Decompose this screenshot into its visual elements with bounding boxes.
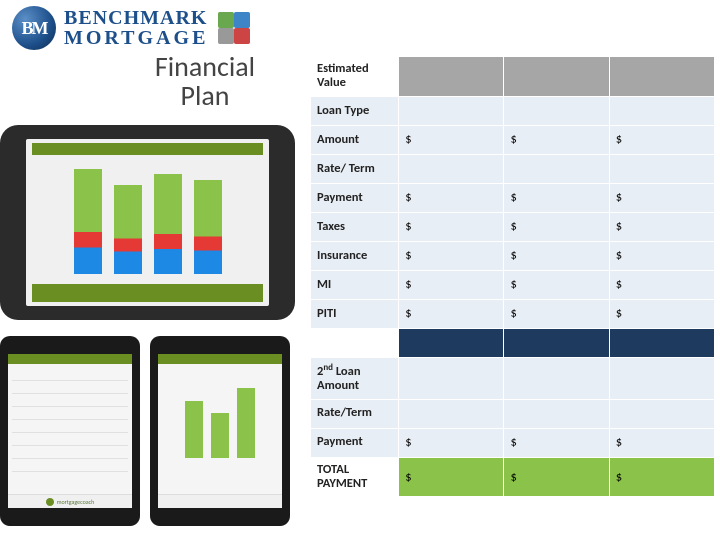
label-rate-term: Rate/ Term xyxy=(311,154,399,183)
cell xyxy=(399,96,504,125)
cell: $ xyxy=(609,457,714,497)
cell: $ xyxy=(504,212,609,241)
label-rate-term-2: Rate/Term xyxy=(311,399,399,428)
cell xyxy=(609,57,714,97)
cell xyxy=(609,399,714,428)
page-title: Financial Plan xyxy=(130,52,280,111)
tablet-bar-chart xyxy=(32,163,263,284)
row-piti: PITI $ $ $ xyxy=(311,299,715,328)
cell xyxy=(609,328,714,357)
row-payment-2: Payment $ $ $ xyxy=(311,428,715,457)
phone-mockup-2 xyxy=(150,336,290,526)
tablet-screen xyxy=(26,139,269,306)
label-taxes: Taxes xyxy=(311,212,399,241)
cell: $ xyxy=(504,125,609,154)
label-piti: PITI xyxy=(311,299,399,328)
footer-brand-text: mortgagecoach xyxy=(57,498,95,506)
label-amount: Amount xyxy=(311,125,399,154)
row-rate-term: Rate/ Term xyxy=(311,154,715,183)
logo: BM BENCHMARK MORTGAGE xyxy=(12,6,252,50)
cell: $ xyxy=(609,241,714,270)
label-payment-2: Payment xyxy=(311,428,399,457)
cell: $ xyxy=(399,212,504,241)
logo-text: BENCHMARK MORTGAGE xyxy=(64,8,208,48)
cell: $ xyxy=(609,270,714,299)
logo-badge: BM xyxy=(12,6,56,50)
cell: $ xyxy=(399,183,504,212)
phone-mockup-1: mortgagecoach xyxy=(0,336,140,526)
cell: $ xyxy=(609,125,714,154)
phone-footer-brand: mortgagecoach xyxy=(8,494,132,508)
tablet-screen-footer xyxy=(32,284,263,302)
phone-bar-chart xyxy=(162,368,278,458)
cell xyxy=(504,57,609,97)
logo-line-1: BENCHMARK xyxy=(64,8,208,28)
cell: $ xyxy=(609,428,714,457)
tablet-mockup xyxy=(0,125,295,320)
label-spacer xyxy=(311,328,399,357)
cell: $ xyxy=(399,270,504,299)
cell: $ xyxy=(399,241,504,270)
row-estimated-value: Estimated Value xyxy=(311,57,715,97)
puzzle-icon xyxy=(216,10,252,46)
cell xyxy=(504,96,609,125)
cell: $ xyxy=(399,457,504,497)
cell xyxy=(609,96,714,125)
label-second-loan: 2nd Loan Amount xyxy=(311,357,399,399)
row-payment: Payment $ $ $ xyxy=(311,183,715,212)
row-insurance: Insurance $ $ $ xyxy=(311,241,715,270)
cell xyxy=(399,328,504,357)
cell: $ xyxy=(504,270,609,299)
label-total-payment: TOTAL PAYMENT xyxy=(311,457,399,497)
cell xyxy=(609,357,714,399)
row-rate-term-2: Rate/Term xyxy=(311,399,715,428)
cell: $ xyxy=(609,212,714,241)
cell: $ xyxy=(399,125,504,154)
cell xyxy=(504,357,609,399)
cell: $ xyxy=(504,457,609,497)
device-mockups: mortgagecoach xyxy=(0,125,305,526)
cell xyxy=(399,399,504,428)
label-payment: Payment xyxy=(311,183,399,212)
cell xyxy=(504,328,609,357)
label-loan-type: Loan Type xyxy=(311,96,399,125)
title-line-2: Plan xyxy=(180,78,229,113)
cell: $ xyxy=(504,299,609,328)
logo-line-2: MORTGAGE xyxy=(64,28,208,48)
cell: $ xyxy=(609,183,714,212)
label-mi: MI xyxy=(311,270,399,299)
cell xyxy=(609,154,714,183)
label-estimated-value: Estimated Value xyxy=(311,57,399,97)
financial-table: Estimated Value Loan Type Amount $ $ $ R… xyxy=(310,56,715,497)
cell xyxy=(504,154,609,183)
cell xyxy=(399,154,504,183)
cell xyxy=(399,57,504,97)
row-amount: Amount $ $ $ xyxy=(311,125,715,154)
cell: $ xyxy=(504,241,609,270)
cell: $ xyxy=(399,299,504,328)
cell xyxy=(399,357,504,399)
row-second-loan: 2nd Loan Amount xyxy=(311,357,715,399)
label-insurance: Insurance xyxy=(311,241,399,270)
cell: $ xyxy=(504,183,609,212)
row-total-payment: TOTAL PAYMENT $ $ $ xyxy=(311,457,715,497)
row-spacer xyxy=(311,328,715,357)
cell xyxy=(504,399,609,428)
row-taxes: Taxes $ $ $ xyxy=(311,212,715,241)
cell: $ xyxy=(504,428,609,457)
tablet-screen-header xyxy=(32,143,263,155)
row-mi: MI $ $ $ xyxy=(311,270,715,299)
cell: $ xyxy=(609,299,714,328)
phone-row: mortgagecoach xyxy=(0,336,305,526)
row-loan-type: Loan Type xyxy=(311,96,715,125)
cell: $ xyxy=(399,428,504,457)
